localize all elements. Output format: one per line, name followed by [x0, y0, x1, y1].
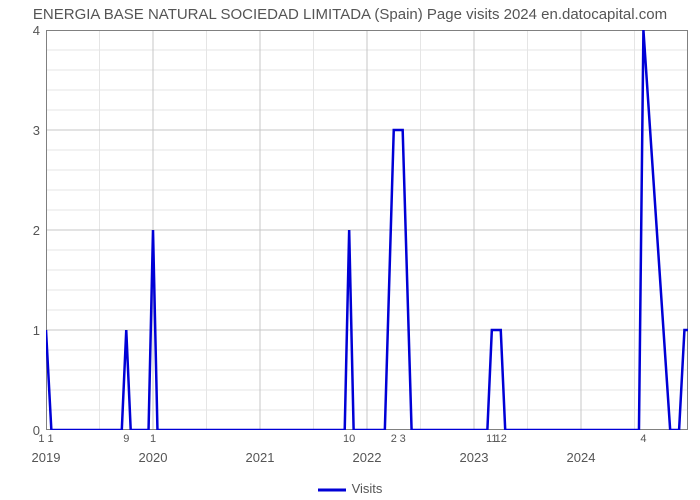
x-year-label: 2024 [567, 450, 596, 465]
y-tick-label: 4 [6, 23, 40, 38]
chart-svg [46, 30, 688, 430]
x-point-label: 4 [640, 433, 646, 445]
x-year-label: 2022 [353, 450, 382, 465]
x-year-label: 2020 [139, 450, 168, 465]
legend-swatch [318, 485, 346, 495]
y-tick-label: 0 [6, 423, 40, 438]
y-tick-label: 3 [6, 123, 40, 138]
plot-area [46, 30, 688, 430]
x-point-label: 1 [150, 433, 156, 445]
y-tick-label: 1 [6, 323, 40, 338]
x-year-label: 2021 [246, 450, 275, 465]
x-year-label: 2023 [460, 450, 489, 465]
chart-title: ENERGIA BASE NATURAL SOCIEDAD LIMITADA (… [0, 6, 700, 23]
legend-label: Visits [352, 481, 383, 496]
x-point-label: 2 [391, 433, 397, 445]
legend: Visits [0, 481, 700, 496]
x-point-label: 10 [343, 433, 355, 445]
x-point-label: 1 1 [38, 433, 53, 445]
x-year-label: 2019 [32, 450, 61, 465]
x-point-label: 3 [400, 433, 406, 445]
x-point-label: 9 [123, 433, 129, 445]
y-tick-label: 2 [6, 223, 40, 238]
x-point-label: 12 [495, 433, 507, 445]
